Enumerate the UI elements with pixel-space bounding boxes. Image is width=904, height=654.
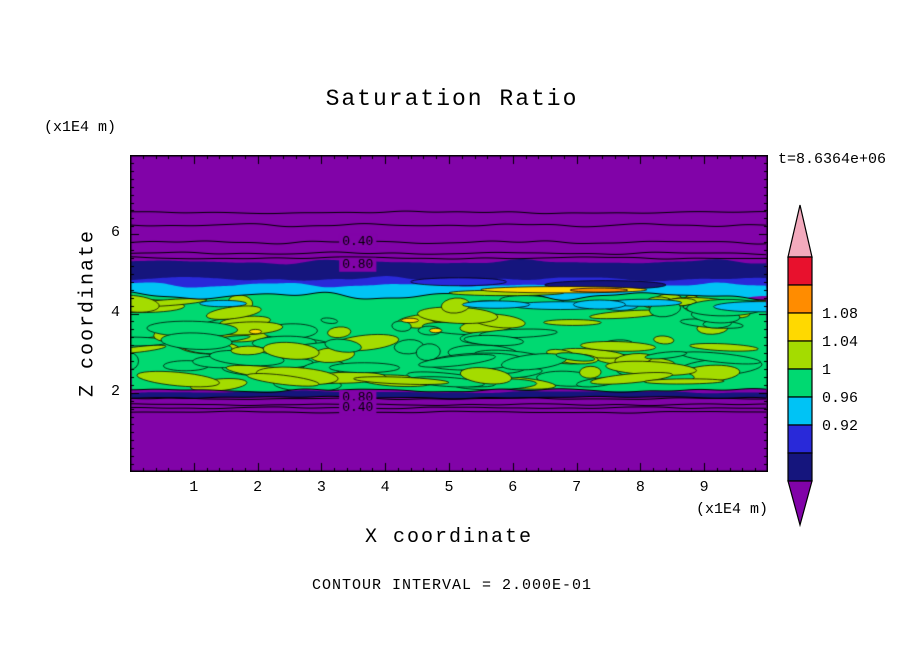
colorbar-segment [787, 340, 813, 370]
x-axis-tick-label: 5 [444, 479, 454, 496]
colorbar-tick-label: 0.96 [822, 390, 858, 407]
x-axis-tick-label: 8 [635, 479, 645, 496]
x-axis-tick-label: 1 [189, 479, 199, 496]
x-axis-tick-label: 7 [572, 479, 582, 496]
z-axis-tick-label: 2 [110, 382, 120, 400]
colorbar-overflow-top [787, 204, 813, 258]
z-axis-tick-label: 6 [110, 224, 120, 242]
colorbar-tick-label: 0.92 [822, 418, 858, 435]
colorbar-segment [787, 452, 813, 482]
colorbar: 1.08 1.04 1 0.96 0.92 [787, 204, 858, 528]
colorbar-segment [787, 284, 813, 314]
x-axis-tick-label: 2 [253, 479, 263, 496]
x-axis-tick-label: 9 [699, 479, 709, 496]
colorbar-segment [787, 368, 813, 398]
x-axis-title: X coordinate [364, 526, 534, 549]
x-axis-tick-label: 3 [316, 479, 326, 496]
colorbar-segment [787, 312, 813, 342]
chart-title: Saturation Ratio [325, 86, 579, 112]
colorbar-overflow-bottom [787, 480, 813, 528]
x-axis-tick-label: 6 [508, 479, 518, 496]
filled-contour-plot [130, 155, 768, 472]
z-axis-tick-label: 4 [110, 303, 120, 321]
x-axis-units-label: (x1E4 m) [695, 501, 768, 518]
colorbar-segment [787, 256, 813, 286]
colorbar-tick-label: 1 [822, 362, 831, 379]
z-axis-units-label: (x1E4 m) [44, 119, 117, 136]
time-annotation: t=8.6364e+06 [778, 151, 887, 168]
x-axis-tick-label: 4 [380, 479, 390, 496]
colorbar-tick-label: 1.04 [822, 334, 858, 351]
colorbar-segment [787, 424, 813, 454]
colorbar-segment [787, 396, 813, 426]
contour-interval-annotation: CONTOUR INTERVAL = 2.000E-01 [311, 577, 593, 594]
colorbar-tick-label: 1.08 [822, 306, 858, 323]
